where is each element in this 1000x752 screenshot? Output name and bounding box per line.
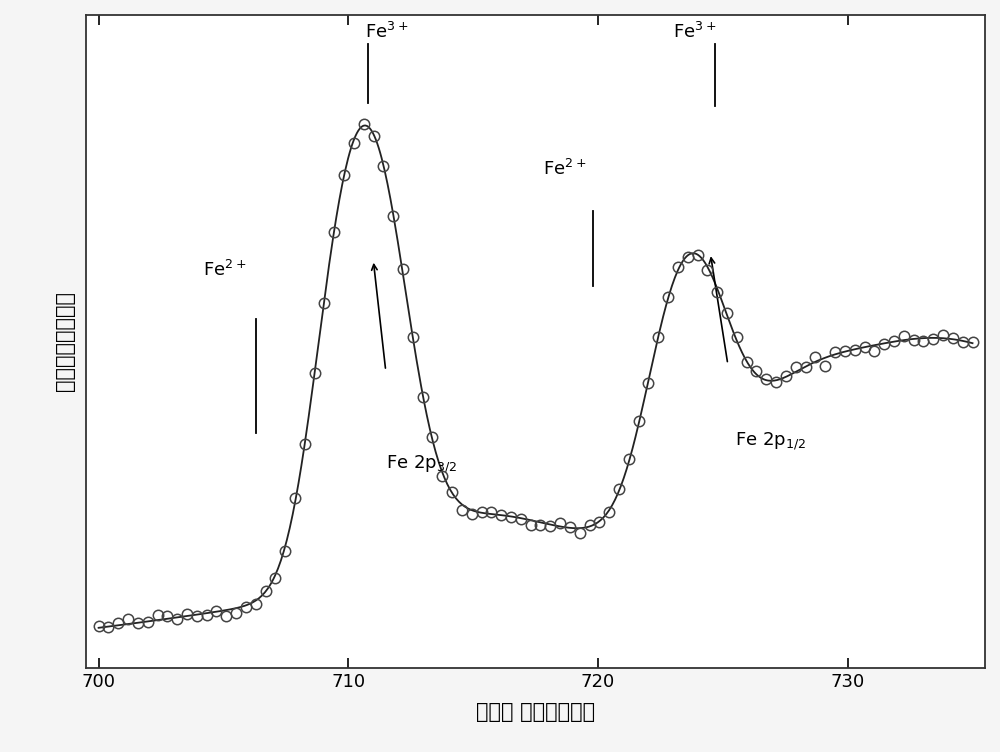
Text: Fe 2p$_{3/2}$: Fe 2p$_{3/2}$	[386, 453, 457, 475]
Text: Fe$^{3+}$: Fe$^{3+}$	[365, 22, 408, 42]
X-axis label: 结合能 （电子伏特）: 结合能 （电子伏特）	[476, 702, 595, 722]
Text: Fe$^{3+}$: Fe$^{3+}$	[673, 22, 716, 42]
Text: Fe$^{2+}$: Fe$^{2+}$	[203, 260, 247, 280]
Text: Fe 2p$_{1/2}$: Fe 2p$_{1/2}$	[735, 431, 806, 453]
Y-axis label: 强度（任意单位）: 强度（任意单位）	[55, 292, 75, 392]
Text: Fe$^{2+}$: Fe$^{2+}$	[543, 159, 586, 179]
